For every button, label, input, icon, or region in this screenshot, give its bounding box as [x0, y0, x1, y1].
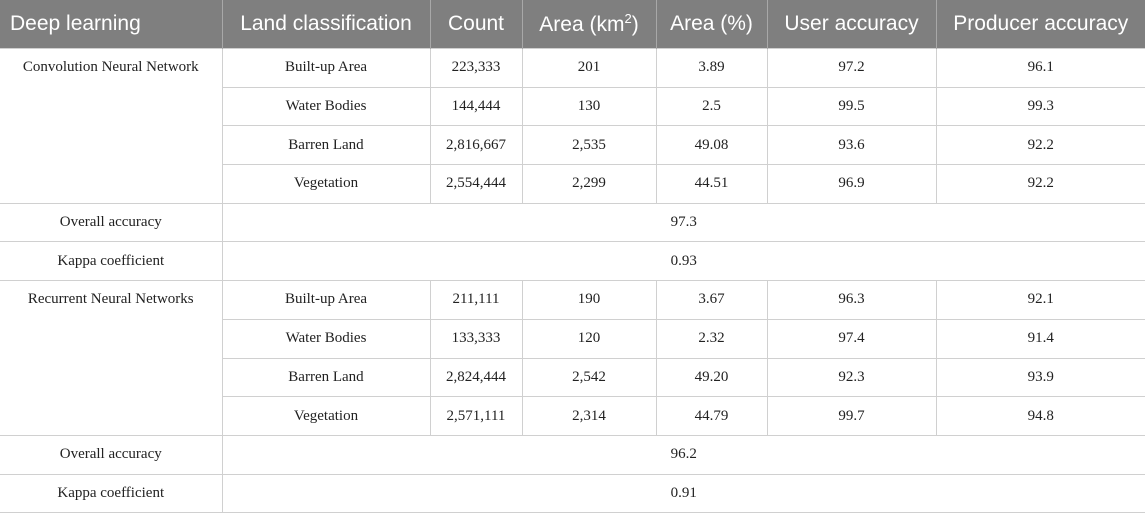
count-cell: 144,444 [429, 86, 523, 127]
area-km-cell: 2,299 [521, 164, 657, 204]
user-accuracy-cell: 99.7 [766, 396, 937, 436]
count-cell: 2,554,444 [429, 164, 523, 204]
overall-accuracy-label: Overall accuracy [0, 434, 223, 475]
header-area-pct: Area (%) [656, 0, 768, 49]
header-area-km2-sup: 2 [624, 11, 632, 26]
producer-accuracy-cell: 92.2 [935, 125, 1145, 166]
producer-accuracy-cell: 99.3 [935, 86, 1145, 127]
kappa-label: Kappa coefficient [0, 473, 223, 513]
area-pct-cell: 49.20 [655, 357, 768, 398]
count-cell: 223,333 [429, 48, 523, 88]
model-name-cell: Convolution Neural Network [0, 48, 223, 204]
land-class-cell: Vegetation [221, 396, 431, 436]
user-accuracy-cell: 99.5 [766, 86, 937, 127]
header-row: Deep learning Land classification Count … [0, 0, 1145, 49]
table-row: Vegetation 2,554,444 2,299 44.51 96.9 92… [0, 164, 1145, 204]
area-pct-cell: 44.79 [655, 396, 768, 436]
land-class-cell: Built-up Area [221, 280, 431, 320]
user-accuracy-cell: 96.9 [766, 164, 937, 204]
user-accuracy-cell: 97.4 [766, 318, 937, 359]
table-row: Recurrent Neural Networks Built-up Area … [0, 280, 1145, 436]
kappa-row: Kappa coefficient 0.91 [0, 473, 1145, 513]
table-row: Water Bodies 133,333 120 2.32 97.4 91.4 [0, 318, 1145, 359]
producer-accuracy-cell: 94.8 [935, 396, 1145, 436]
header-area-km2: Area (km2) [522, 0, 657, 49]
area-km-cell: 190 [521, 280, 657, 320]
land-class-cell: Water Bodies [221, 86, 431, 127]
model-name-cell: Recurrent Neural Networks [0, 280, 223, 436]
count-cell: 133,333 [429, 318, 523, 359]
land-class-cell: Built-up Area [221, 48, 431, 88]
overall-accuracy-row: Overall accuracy 97.3 [0, 202, 1145, 243]
land-class-cell: Water Bodies [221, 318, 431, 359]
producer-accuracy-cell: 96.1 [935, 48, 1145, 88]
header-land-classification: Land classification [222, 0, 431, 49]
table-row: Convolution Neural Network Built-up Area… [0, 48, 1145, 204]
area-km-cell: 2,542 [521, 357, 657, 398]
kappa-value: 0.91 [221, 473, 1145, 513]
header-count: Count [430, 0, 523, 49]
user-accuracy-cell: 93.6 [766, 125, 937, 166]
kappa-value: 0.93 [221, 241, 1145, 282]
producer-accuracy-cell: 92.1 [935, 280, 1145, 320]
overall-accuracy-row: Overall accuracy 96.2 [0, 434, 1145, 475]
producer-accuracy-cell: 92.2 [935, 164, 1145, 204]
header-area-km2-text: Area (km [539, 13, 625, 36]
overall-accuracy-value: 96.2 [221, 434, 1145, 475]
header-user-accuracy: User accuracy [767, 0, 937, 49]
area-km-cell: 2,535 [521, 125, 657, 166]
land-class-cell: Barren Land [221, 357, 431, 398]
count-cell: 2,571,111 [429, 396, 523, 436]
area-km-cell: 2,314 [521, 396, 657, 436]
overall-accuracy-label: Overall accuracy [0, 202, 223, 243]
count-cell: 2,816,667 [429, 125, 523, 166]
header-area-km2-close: ) [631, 13, 639, 36]
producer-accuracy-cell: 93.9 [935, 357, 1145, 398]
overall-accuracy-value: 97.3 [221, 202, 1145, 243]
area-pct-cell: 3.89 [655, 48, 768, 88]
area-km-cell: 130 [521, 86, 657, 127]
area-pct-cell: 3.67 [655, 280, 768, 320]
kappa-label: Kappa coefficient [0, 241, 223, 282]
count-cell: 211,111 [429, 280, 523, 320]
user-accuracy-cell: 92.3 [766, 357, 937, 398]
producer-accuracy-cell: 91.4 [935, 318, 1145, 359]
area-pct-cell: 2.32 [655, 318, 768, 359]
area-pct-cell: 49.08 [655, 125, 768, 166]
table-row: Barren Land 2,816,667 2,535 49.08 93.6 9… [0, 125, 1145, 166]
land-class-cell: Vegetation [221, 164, 431, 204]
area-km-cell: 120 [521, 318, 657, 359]
land-class-cell: Barren Land [221, 125, 431, 166]
header-producer-accuracy: Producer accuracy [936, 0, 1145, 49]
kappa-row: Kappa coefficient 0.93 [0, 241, 1145, 282]
user-accuracy-cell: 97.2 [766, 48, 937, 88]
count-cell: 2,824,444 [429, 357, 523, 398]
area-pct-cell: 2.5 [655, 86, 768, 127]
area-km-cell: 201 [521, 48, 657, 88]
table-row: Water Bodies 144,444 130 2.5 99.5 99.3 [0, 86, 1145, 127]
table-row: Vegetation 2,571,111 2,314 44.79 99.7 94… [0, 396, 1145, 436]
user-accuracy-cell: 96.3 [766, 280, 937, 320]
header-deep-learning: Deep learning [0, 0, 223, 49]
area-pct-cell: 44.51 [655, 164, 768, 204]
